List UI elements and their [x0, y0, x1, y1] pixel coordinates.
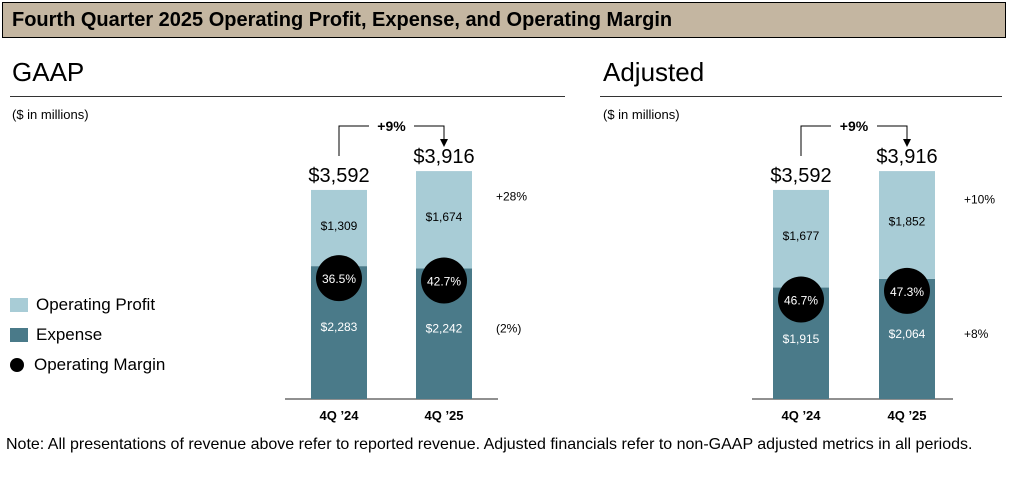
total-value-label: $3,592: [770, 165, 831, 187]
operating-profit-bar: [773, 189, 829, 288]
operating-margin-circle: [316, 255, 362, 302]
growth-bracket-right: [877, 125, 908, 141]
expense-value-label: $2,064: [889, 327, 926, 341]
operating-margin-circle: [421, 257, 467, 304]
operating-profit-bar: [311, 189, 367, 267]
expense-value-label: $2,242: [426, 322, 463, 336]
operating-profit-bar: [879, 171, 935, 279]
growth-arrow-head-icon: [903, 139, 911, 147]
legend-item-operating-profit: Operating Profit: [10, 295, 155, 315]
operating-margin-circle: [884, 267, 930, 314]
operating-profit-change-label: +28%: [496, 189, 527, 203]
page-title: Fourth Quarter 2025 Operating Profit, Ex…: [12, 9, 673, 31]
legend-item-expense: Expense: [10, 325, 102, 345]
expense-change-label: (2%): [496, 322, 521, 336]
gaap-chart: $2,283 $1,309 $3,592 36.5% 4Q ’24 $2,242 $1,67…: [285, 118, 527, 423]
operating-margin-label: 47.3%: [890, 285, 924, 299]
category-tick-label: 4Q ’25: [424, 408, 463, 423]
operating-profit-change-label: +10%: [964, 192, 995, 206]
gaap-rule: [10, 96, 565, 97]
growth-label: +9%: [840, 118, 869, 134]
gaap-units: ($ in millions): [12, 107, 89, 122]
gaap-title: GAAP: [12, 57, 85, 87]
category-tick-label: 4Q ’24: [319, 408, 359, 423]
adjusted-chart: $1,915 $1,677 $3,592 46.7% 4Q ’24 $2,064 $1,85…: [752, 118, 995, 423]
growth-label: +9%: [377, 118, 406, 134]
legend-label-expense: Expense: [36, 325, 103, 344]
operating-profit-value-label: $1,309: [321, 219, 358, 233]
operating-profit-value-label: $1,852: [889, 215, 926, 229]
category-tick-label: 4Q ’25: [887, 408, 926, 423]
expense-change-label: +8%: [964, 327, 989, 341]
total-value-label: $3,916: [413, 146, 474, 168]
footnote: Note: All presentations of revenue above…: [6, 436, 973, 453]
growth-arrow-head-icon: [440, 139, 448, 147]
operating-margin-label: 46.7%: [784, 294, 818, 308]
operating-margin-dot-icon: [10, 358, 24, 372]
legend-label-margin: Operating Margin: [34, 355, 166, 374]
operating-profit-bar: [416, 171, 472, 269]
expense-value-label: $1,915: [783, 332, 820, 346]
adjusted-units: ($ in millions): [603, 107, 680, 122]
category-tick-label: 4Q ’24: [781, 408, 821, 423]
operating-profit-swatch: [10, 298, 28, 312]
growth-bracket-left: [800, 125, 831, 156]
title-bar: Fourth Quarter 2025 Operating Profit, Ex…: [2, 2, 1006, 38]
operating-margin-label: 36.5%: [322, 272, 356, 286]
adjusted-title: Adjusted: [603, 57, 705, 87]
legend-label-profit: Operating Profit: [36, 295, 156, 314]
operating-profit-value-label: $1,674: [426, 210, 463, 224]
operating-margin-label: 42.7%: [427, 275, 461, 289]
operating-margin-circle: [778, 276, 824, 323]
total-value-label: $3,592: [308, 165, 369, 187]
expense-value-label: $2,283: [321, 320, 358, 334]
expense-swatch: [10, 328, 28, 342]
total-value-label: $3,916: [876, 146, 937, 168]
legend-item-operating-margin: Operating Margin: [10, 355, 165, 375]
growth-bracket-right: [414, 125, 445, 141]
adjusted-rule: [600, 96, 1002, 97]
growth-bracket-left: [338, 125, 369, 156]
operating-profit-value-label: $1,677: [783, 229, 820, 243]
